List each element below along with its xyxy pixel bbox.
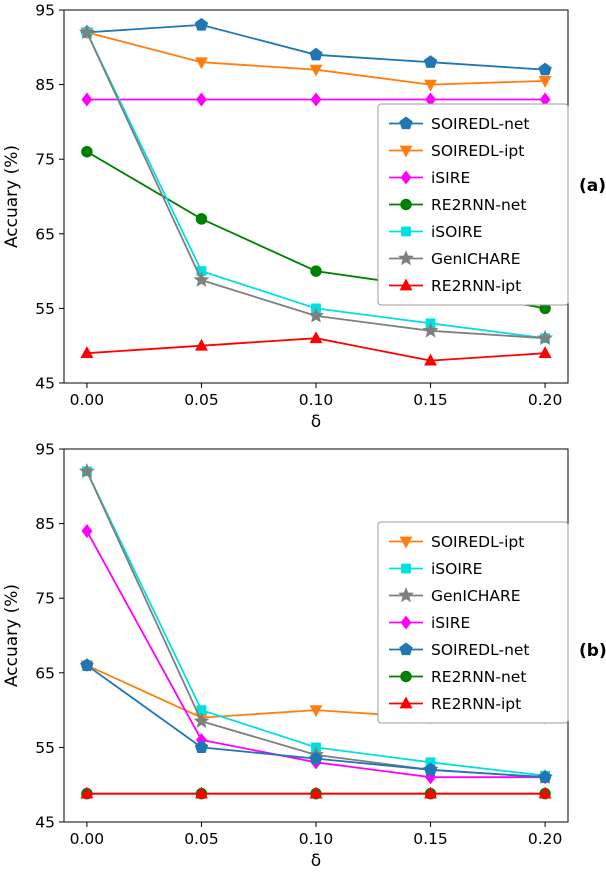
series-RE2RNN-ipt bbox=[80, 331, 552, 366]
x-axis-label: δ bbox=[311, 412, 321, 432]
y-tick-label: 75 bbox=[35, 151, 55, 169]
legend-item-RE2RNN-net: RE2RNN-net bbox=[389, 668, 526, 686]
y-tick-label: 95 bbox=[35, 2, 55, 20]
x-tick-label: 0.05 bbox=[184, 391, 219, 409]
y-tick-label: 55 bbox=[35, 739, 55, 757]
chart-panel-a: 45 55 65 75 85 95 0.00 0.05 0.10 0.15 0.20 δ Accuary… bbox=[2, 2, 606, 433]
y-axis-label: Accuary (%) bbox=[2, 145, 22, 248]
legend-item-RE2RNN-ipt: RE2RNN-ipt bbox=[389, 695, 521, 713]
series-RE2RNN-ipt bbox=[80, 786, 552, 799]
axes: 45 55 65 75 85 95 0.00 0.05 0.10 0.15 0.20 δ Accuary… bbox=[2, 2, 562, 433]
legend-item-SOIREDL-net: SOIREDL-net bbox=[389, 641, 530, 659]
x-tick-label: 0.05 bbox=[184, 830, 219, 848]
legend-item-RE2RNN-net: RE2RNN-net bbox=[389, 196, 526, 214]
legend-label: SOIREDL-ipt bbox=[431, 142, 524, 160]
legend-item-SOIREDL-ipt: SOIREDL-ipt bbox=[389, 533, 524, 551]
legend-item-iSIRE: iSIRE bbox=[389, 614, 470, 632]
x-tick-label: 0.10 bbox=[299, 830, 334, 848]
y-tick-label: 45 bbox=[35, 814, 55, 832]
y-tick-label: 95 bbox=[35, 441, 55, 459]
legend-label: iSIRE bbox=[431, 169, 470, 187]
legend-item-SOIREDL-net: SOIREDL-net bbox=[389, 115, 530, 133]
series-GenICHARE bbox=[78, 23, 554, 346]
chart-panel-b: 45 55 65 75 85 95 0.00 0.05 0.10 0.15 0.20 δ Accuary… bbox=[0, 439, 606, 878]
legend-label: SOIREDL-net bbox=[431, 641, 530, 659]
y-tick-label: 75 bbox=[35, 590, 55, 608]
y-tick-label: 65 bbox=[35, 664, 55, 682]
series-SOIREDL-net bbox=[80, 658, 552, 783]
legend-item-RE2RNN-ipt: RE2RNN-ipt bbox=[389, 277, 521, 295]
x-tick-label: 0.15 bbox=[413, 830, 448, 848]
y-tick-label: 85 bbox=[35, 515, 55, 533]
x-tick-label: 0.20 bbox=[528, 391, 563, 409]
legend-item-iSOIRE: iSOIRE bbox=[389, 560, 482, 578]
legend-label: SOIREDL-net bbox=[431, 115, 530, 133]
line-chart-a: 45 55 65 75 85 95 0.00 0.05 0.10 0.15 0.20 δ Accuary… bbox=[2, 2, 569, 433]
line-chart-b: 45 55 65 75 85 95 0.00 0.05 0.10 0.15 0.20 δ Accuary… bbox=[2, 441, 569, 872]
panel-label-a: (a) bbox=[579, 176, 606, 196]
legend-label: RE2RNN-net bbox=[431, 196, 526, 214]
legend-label: RE2RNN-net bbox=[431, 668, 526, 686]
legend-label: GenICHARE bbox=[431, 587, 521, 605]
axes: 45 55 65 75 85 95 0.00 0.05 0.10 0.15 0.20 δ Accuary… bbox=[2, 441, 562, 872]
x-tick-label: 0.15 bbox=[413, 391, 448, 409]
x-tick-label: 0.00 bbox=[70, 391, 105, 409]
legend-item-iSIRE: iSIRE bbox=[389, 169, 470, 187]
panel-label-b: (b) bbox=[579, 641, 606, 661]
legend: SOIREDL-net SOIREDL-ipt iSIRE RE2RNN-net iSO… bbox=[377, 103, 569, 306]
y-tick-label: 85 bbox=[35, 76, 55, 94]
legend-label: iSOIRE bbox=[431, 560, 482, 578]
legend-label: RE2RNN-ipt bbox=[431, 277, 521, 295]
series-iSIRE bbox=[81, 92, 551, 107]
legend-label: iSIRE bbox=[431, 614, 470, 632]
legend-label: RE2RNN-ipt bbox=[431, 695, 521, 713]
legend-label: iSOIRE bbox=[431, 223, 482, 241]
legend-item-GenICHARE: GenICHARE bbox=[389, 587, 521, 605]
legend-item-iSOIRE: iSOIRE bbox=[389, 223, 482, 241]
legend-item-SOIREDL-ipt: SOIREDL-ipt bbox=[389, 142, 524, 160]
x-tick-label: 0.20 bbox=[528, 830, 563, 848]
y-tick-label: 45 bbox=[35, 375, 55, 393]
legend-item-GenICHARE: GenICHARE bbox=[389, 250, 521, 268]
x-axis-label: δ bbox=[311, 851, 321, 871]
x-tick-label: 0.00 bbox=[70, 830, 105, 848]
legend-label: SOIREDL-ipt bbox=[431, 533, 524, 551]
y-axis-label: Accuary (%) bbox=[2, 584, 22, 687]
legend-label: GenICHARE bbox=[431, 250, 521, 268]
y-tick-label: 55 bbox=[35, 300, 55, 318]
legend: SOIREDL-ipt iSOIRE GenICHARE iSIRE SOIREDL-n… bbox=[377, 521, 569, 724]
x-tick-label: 0.10 bbox=[299, 391, 334, 409]
y-tick-label: 65 bbox=[35, 225, 55, 243]
